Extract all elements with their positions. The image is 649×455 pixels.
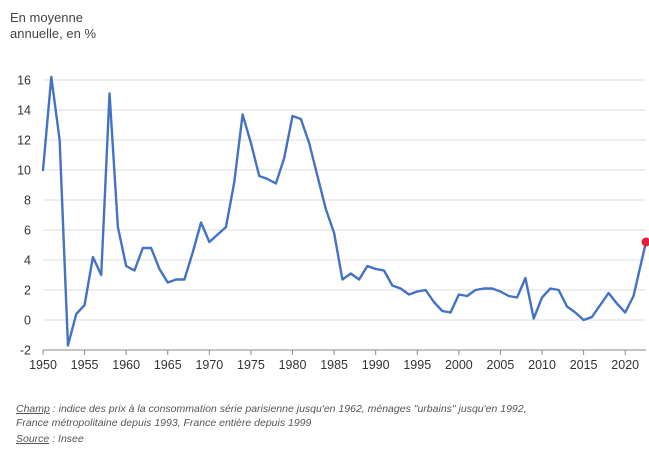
x-tick-label: 1970	[195, 358, 223, 370]
x-tick-label: 2000	[445, 358, 473, 370]
x-tick-labels: 1950 1955 1960 1965 1970 1975 1980 1985 1990 1995…	[29, 358, 639, 370]
source-note: Source : Insee	[16, 432, 527, 446]
champ-label: Champ	[16, 403, 50, 415]
y-tick-label: 0	[24, 314, 31, 328]
y-axis-label: En moyenne annuelle, en %	[10, 10, 96, 42]
y-tick-label: 14	[17, 104, 31, 118]
x-tick-label: 1980	[279, 358, 307, 370]
x-tick-label: 1975	[237, 358, 265, 370]
source-label: Source	[16, 433, 50, 445]
x-tick-label: 2010	[528, 358, 556, 370]
inflation-line-chart: -2 0 2 4 6 8 10 12 14 16 1950 1955 1960 1965 1970 1975…	[17, 74, 649, 370]
latest-value-point	[641, 237, 649, 247]
x-tick-label: 1995	[403, 358, 431, 370]
y-tick-label: 4	[24, 254, 31, 268]
y-tick-label: 6	[24, 224, 31, 238]
x-tick-label: 1985	[320, 358, 348, 370]
x-tick-label: 2015	[570, 358, 598, 370]
champ-note: Champ : indice des prix à la consommatio…	[16, 402, 527, 416]
x-tick-label: 2020	[611, 358, 639, 370]
x-tick-label: 2005	[487, 358, 515, 370]
x-tick-label: 1955	[71, 358, 99, 370]
y-tick-label: 2	[24, 284, 31, 298]
series-line	[41, 75, 648, 347]
champ-text: : indice des prix à la consommation séri…	[49, 403, 527, 415]
series	[41, 75, 649, 347]
y-tick-labels: -2 0 2 4 6 8 10 12 14 16	[17, 74, 31, 358]
source-text: : Insee	[49, 433, 84, 445]
y-tick-label: 10	[17, 164, 31, 178]
chart-notes: Champ : indice des prix à la consommatio…	[16, 402, 527, 446]
x-tick-label: 1965	[154, 358, 182, 370]
y-tick-label: -2	[20, 344, 31, 358]
x-tick-label: 1950	[29, 358, 57, 370]
y-tick-label: 12	[17, 134, 31, 148]
y-axis-label-line2: annuelle, en %	[10, 26, 97, 41]
y-tick-label: 16	[17, 74, 31, 88]
y-axis-label-line1: En moyenne	[10, 10, 83, 25]
x-tick-label: 1990	[362, 358, 390, 370]
grid	[43, 79, 646, 321]
champ-note-continued: France métropolitaine depuis 1993, Franc…	[16, 417, 312, 429]
x-tick-label: 1960	[112, 358, 140, 370]
axes	[42, 349, 646, 355]
y-tick-label: 8	[24, 194, 31, 208]
